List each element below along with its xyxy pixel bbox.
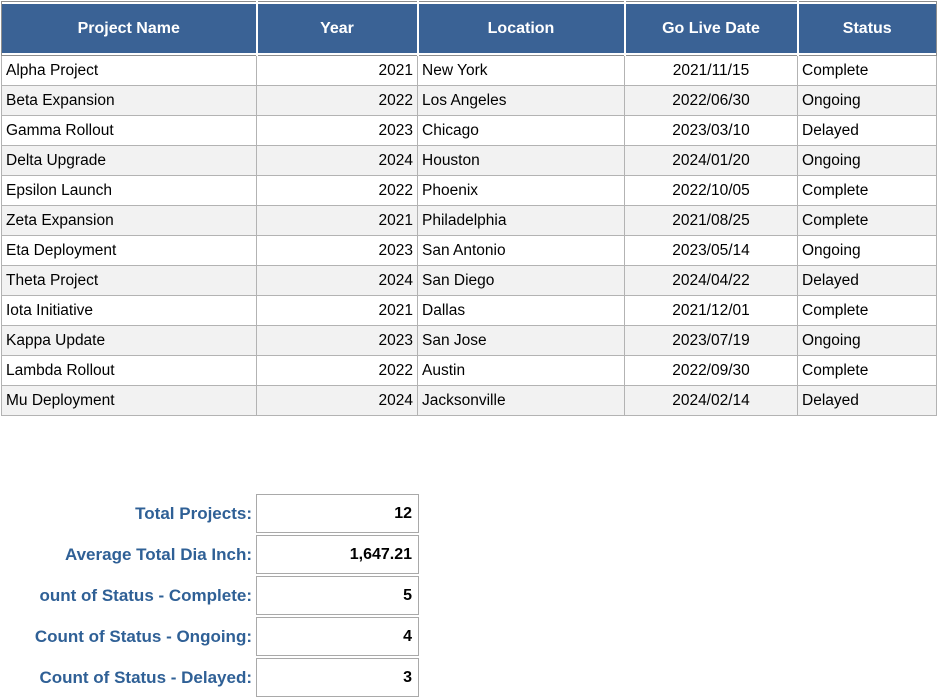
cell-year[interactable]: 2023: [256, 115, 418, 146]
cell-go-live-date[interactable]: 2023/07/19: [624, 325, 798, 356]
summary-label-count-status-delayed: Count of Status - Delayed:: [39, 668, 252, 687]
summary-panel: Total Projects: 12 Average Total Dia Inch:…: [0, 494, 430, 699]
cell-go-live-date[interactable]: 2023/05/14: [624, 235, 798, 266]
cell-project-name[interactable]: Mu Deployment: [1, 385, 257, 416]
table-row: Gamma Rollout 2023 Chicago 2023/03/10 Delaye…: [1, 115, 937, 146]
cell-status[interactable]: Delayed: [797, 265, 937, 296]
summary-label-average-total-dia-inch: Average Total Dia Inch:: [64, 545, 252, 564]
cell-location[interactable]: Jacksonville: [417, 385, 625, 416]
cell-location[interactable]: Phoenix: [417, 175, 625, 206]
cell-project-name[interactable]: Delta Upgrade: [1, 145, 257, 176]
cell-year[interactable]: 2021: [256, 55, 418, 86]
cell-year[interactable]: 2024: [256, 385, 418, 416]
header-row: Project Name Year Location Go Live Date Stat…: [1, 1, 937, 56]
cell-location[interactable]: Chicago: [417, 115, 625, 146]
cell-year[interactable]: 2022: [256, 355, 418, 386]
cell-project-name[interactable]: Kappa Update: [1, 325, 257, 356]
summary-label-count-status-ongoing: Count of Status - Ongoing:: [34, 627, 252, 646]
cell-project-name[interactable]: Beta Expansion: [1, 85, 257, 116]
column-header-go-live-date[interactable]: Go Live Date: [623, 1, 798, 56]
table-row: Theta Project 2024 San Diego 2024/04/22 Dela…: [1, 265, 937, 296]
table-row: Zeta Expansion 2021 Philadelphia 2021/08/25…: [1, 205, 937, 236]
cell-go-live-date[interactable]: 2021/08/25: [624, 205, 798, 236]
cell-project-name[interactable]: Lambda Rollout: [1, 355, 257, 386]
cell-status[interactable]: Delayed: [797, 115, 937, 146]
cell-location[interactable]: Austin: [417, 355, 625, 386]
cell-go-live-date[interactable]: 2023/03/10: [624, 115, 798, 146]
cell-location[interactable]: Philadelphia: [417, 205, 625, 236]
summary-label-total-projects: Total Projects:: [135, 504, 252, 523]
cell-go-live-date[interactable]: 2022/06/30: [624, 85, 798, 116]
cell-project-name[interactable]: Alpha Project: [1, 55, 257, 86]
cell-year[interactable]: 2023: [256, 325, 418, 356]
cell-status[interactable]: Complete: [797, 175, 937, 206]
summary-row-total-projects: Total Projects: 12: [0, 494, 430, 533]
cell-status[interactable]: Complete: [797, 55, 937, 86]
summary-value-count-status-delayed[interactable]: 3: [256, 658, 419, 697]
table-row: Iota Initiative 2021 Dallas 2021/12/01 Compl…: [1, 295, 937, 326]
cell-location[interactable]: Los Angeles: [417, 85, 625, 116]
projects-table: Project Name Year Location Go Live Date Stat…: [1, 1, 937, 416]
table-row: Alpha Project 2021 New York 2021/11/15 Compl…: [1, 55, 937, 86]
cell-location[interactable]: Houston: [417, 145, 625, 176]
column-header-project-name[interactable]: Project Name: [1, 1, 257, 56]
cell-year[interactable]: 2022: [256, 85, 418, 116]
cell-project-name[interactable]: Theta Project: [1, 265, 257, 296]
cell-go-live-date[interactable]: 2022/10/05: [624, 175, 798, 206]
cell-status[interactable]: Delayed: [797, 385, 937, 416]
cell-location[interactable]: San Diego: [417, 265, 625, 296]
cell-go-live-date[interactable]: 2022/09/30: [624, 355, 798, 386]
table-body: Alpha Project 2021 New York 2021/11/15 Compl…: [1, 55, 937, 416]
cell-status[interactable]: Ongoing: [797, 145, 937, 176]
column-header-location[interactable]: Location: [416, 1, 625, 56]
cell-project-name[interactable]: Zeta Expansion: [1, 205, 257, 236]
cell-project-name[interactable]: Eta Deployment: [1, 235, 257, 266]
cell-go-live-date[interactable]: 2024/01/20: [624, 145, 798, 176]
cell-year[interactable]: 2023: [256, 235, 418, 266]
cell-status[interactable]: Ongoing: [797, 325, 937, 356]
summary-value-total-projects[interactable]: 12: [256, 494, 419, 533]
table-row: Delta Upgrade 2024 Houston 2024/01/20 Ongoin…: [1, 145, 937, 176]
cell-status[interactable]: Ongoing: [797, 85, 937, 116]
table-row: Mu Deployment 2024 Jacksonville 2024/02/14 D…: [1, 385, 937, 416]
summary-row-count-status-complete: ount of Status - Complete: 5: [0, 576, 430, 615]
table-row: Epsilon Launch 2022 Phoenix 2022/10/05 Compl…: [1, 175, 937, 206]
cell-year[interactable]: 2022: [256, 175, 418, 206]
table-row: Eta Deployment 2023 San Antonio 2023/05/14 O…: [1, 235, 937, 266]
cell-year[interactable]: 2024: [256, 265, 418, 296]
cell-status[interactable]: Complete: [797, 205, 937, 236]
cell-project-name[interactable]: Gamma Rollout: [1, 115, 257, 146]
cell-year[interactable]: 2021: [256, 295, 418, 326]
cell-location[interactable]: New York: [417, 55, 625, 86]
summary-value-average-total-dia-inch[interactable]: 1,647.21: [256, 535, 419, 574]
column-header-year[interactable]: Year: [255, 1, 418, 56]
cell-year[interactable]: 2024: [256, 145, 418, 176]
cell-go-live-date[interactable]: 2021/11/15: [624, 55, 798, 86]
cell-project-name[interactable]: Epsilon Launch: [1, 175, 257, 206]
summary-row-count-status-ongoing: Count of Status - Ongoing: 4: [0, 617, 430, 656]
cell-status[interactable]: Ongoing: [797, 235, 937, 266]
summary-row-average-total-dia-inch: Average Total Dia Inch: 1,647.21: [0, 535, 430, 574]
summary-row-count-status-delayed: Count of Status - Delayed: 3: [0, 658, 430, 697]
column-header-status[interactable]: Status: [796, 1, 937, 56]
summary-value-count-status-ongoing[interactable]: 4: [256, 617, 419, 656]
cell-project-name[interactable]: Iota Initiative: [1, 295, 257, 326]
cell-location[interactable]: Dallas: [417, 295, 625, 326]
cell-status[interactable]: Complete: [797, 295, 937, 326]
cell-go-live-date[interactable]: 2024/02/14: [624, 385, 798, 416]
cell-status[interactable]: Complete: [797, 355, 937, 386]
summary-value-count-status-complete[interactable]: 5: [256, 576, 419, 615]
cell-go-live-date[interactable]: 2024/04/22: [624, 265, 798, 296]
summary-label-count-status-complete: ount of Status - Complete:: [39, 586, 252, 605]
table-row: Lambda Rollout 2022 Austin 2022/09/30 Comple…: [1, 355, 937, 386]
cell-go-live-date[interactable]: 2021/12/01: [624, 295, 798, 326]
table-row: Kappa Update 2023 San Jose 2023/07/19 Ongoin…: [1, 325, 937, 356]
cell-year[interactable]: 2021: [256, 205, 418, 236]
cell-location[interactable]: San Jose: [417, 325, 625, 356]
table-row: Beta Expansion 2022 Los Angeles 2022/06/30 O…: [1, 85, 937, 116]
cell-location[interactable]: San Antonio: [417, 235, 625, 266]
